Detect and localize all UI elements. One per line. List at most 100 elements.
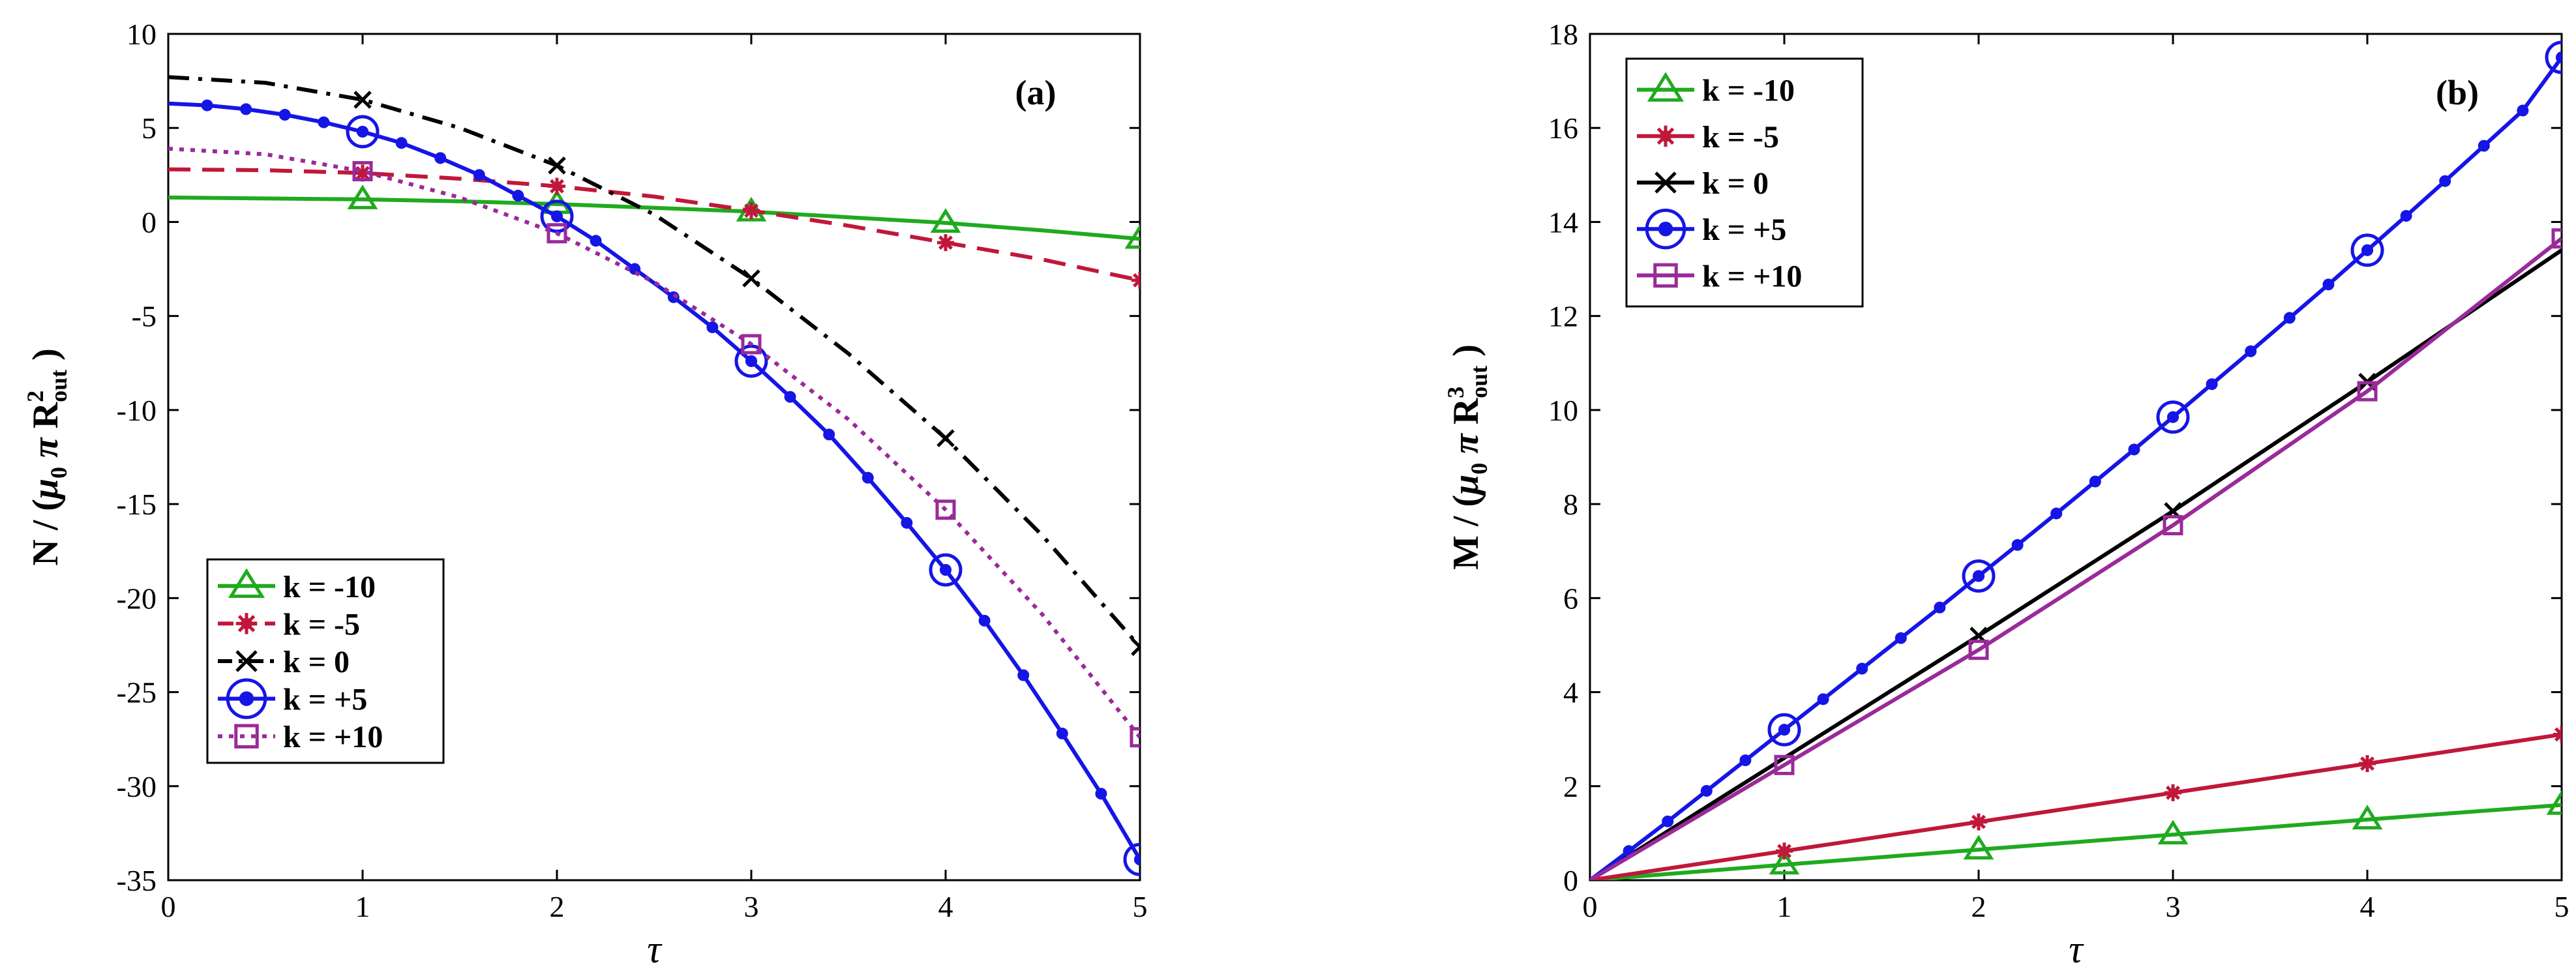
star-core xyxy=(941,238,950,248)
circle-core xyxy=(2361,244,2373,256)
circle-dot-marker xyxy=(929,553,963,587)
legend-label: k = +5 xyxy=(283,683,367,717)
square-marker xyxy=(352,161,373,182)
legend-entry: k = -5 xyxy=(1637,120,1779,155)
square-marker xyxy=(1968,640,1989,660)
series-k-5 xyxy=(1590,726,2562,880)
triangle-marker xyxy=(228,568,265,599)
x-stroke xyxy=(1655,171,1677,194)
star-marker xyxy=(1970,813,1987,831)
y-label-pi: π xyxy=(1446,433,1486,454)
triangle-marker xyxy=(1769,850,1800,875)
series-k-5 xyxy=(168,164,1140,289)
x-tick-label: 0 xyxy=(1583,890,1598,923)
y-tick-label: 8 xyxy=(1563,488,1578,521)
square-marker xyxy=(2551,228,2562,249)
circle-core xyxy=(1778,724,1790,736)
y-label-post: ) xyxy=(1446,344,1486,366)
circle-core xyxy=(357,125,368,138)
star-marker xyxy=(937,234,954,252)
circle-dot-marker xyxy=(1962,559,1996,593)
series-point xyxy=(395,137,408,149)
series-point xyxy=(2245,345,2257,357)
square-marker xyxy=(935,499,956,520)
series-point xyxy=(2478,140,2490,152)
y-tick-label: 0 xyxy=(142,205,157,239)
x-stroke xyxy=(1131,644,1140,657)
x-tick-label: 1 xyxy=(355,890,370,923)
legend-label: k = 0 xyxy=(1702,166,1769,201)
y-tick-label: 6 xyxy=(1563,582,1578,615)
star-stroke xyxy=(1133,273,1140,283)
series-point xyxy=(1739,754,1752,767)
series-point xyxy=(1017,669,1030,681)
legend-label: k = -10 xyxy=(283,570,376,604)
series-line xyxy=(1590,803,2562,880)
star-core xyxy=(552,181,562,191)
circle-core xyxy=(2167,411,2179,423)
circle-ring xyxy=(2350,233,2384,267)
x-tick-label: 2 xyxy=(550,890,565,923)
star-marker xyxy=(2164,784,2181,801)
y-tick-label: 16 xyxy=(1548,111,1578,145)
series-point xyxy=(1895,632,1907,644)
star-core xyxy=(2168,788,2178,797)
legend-label: k = 0 xyxy=(283,645,350,679)
y-label-pre: M / ( xyxy=(1446,495,1486,570)
series-line xyxy=(1590,56,2562,880)
series-point xyxy=(823,428,835,441)
y-tick-label: 18 xyxy=(1548,18,1578,51)
x-marker xyxy=(742,269,760,288)
series-line xyxy=(168,101,1140,861)
circle-dot-marker xyxy=(1767,713,1801,747)
legend-entry: k = +5 xyxy=(218,678,367,719)
series-point xyxy=(1856,662,1868,675)
series-k0 xyxy=(168,75,1140,657)
x-marker xyxy=(548,156,566,175)
series-point xyxy=(473,169,485,181)
legend-entry: k = +5 xyxy=(1637,208,1786,250)
star-marker xyxy=(2359,755,2376,773)
circle-core xyxy=(2556,52,2562,64)
x-stroke xyxy=(936,429,955,447)
star-stroke xyxy=(1133,278,1140,288)
panel-label: (b) xyxy=(2436,73,2479,112)
legend-label: k = +10 xyxy=(283,720,383,754)
x-marker xyxy=(353,91,372,109)
series-point xyxy=(201,99,213,111)
x-tick-label: 1 xyxy=(1777,890,1792,923)
y-label-mu: μ xyxy=(25,479,66,501)
series-point xyxy=(590,235,602,247)
y-tick-label: -30 xyxy=(117,770,157,803)
circle-ring xyxy=(1645,208,1686,250)
legend-label: k = -5 xyxy=(1702,120,1779,155)
y-tick-label: 4 xyxy=(1563,676,1578,709)
y-tick-label: -35 xyxy=(117,864,157,897)
star-marker xyxy=(743,202,760,220)
y-label-R: R xyxy=(25,402,66,437)
y-tick-label: 0 xyxy=(1563,864,1578,897)
y-label-pre: N / ( xyxy=(25,499,66,566)
series-point xyxy=(667,291,680,303)
circle-ring xyxy=(2156,400,2190,434)
legend-entry: k = 0 xyxy=(1637,166,1769,201)
legend-entry: k = +10 xyxy=(1637,259,1802,293)
star-marker xyxy=(548,177,565,195)
series-point xyxy=(901,516,913,529)
x-tick-label: 3 xyxy=(744,890,759,923)
y-axis-label: M / (μ0 π R3out ) xyxy=(1443,344,1492,570)
series-point xyxy=(978,614,991,627)
square-marker xyxy=(2163,515,2183,536)
star-marker xyxy=(1131,271,1140,289)
y-tick-label: -15 xyxy=(117,488,157,521)
star-core xyxy=(747,206,756,216)
series-point xyxy=(706,321,719,333)
triangle-marker xyxy=(1963,835,1994,860)
circle-dot-marker xyxy=(2156,400,2190,434)
circle-ring xyxy=(2545,40,2562,74)
series-k+5 xyxy=(168,99,1140,876)
series-point xyxy=(2322,278,2335,291)
series-point xyxy=(1095,788,1107,800)
plot-area xyxy=(1590,40,2562,880)
x-tick-label: 3 xyxy=(2166,890,2181,923)
